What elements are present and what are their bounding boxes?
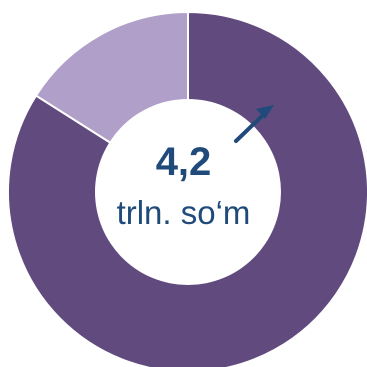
trend-arrow-icon bbox=[234, 105, 274, 143]
center-unit: trln. so‘m bbox=[116, 194, 251, 231]
donut-hole bbox=[95, 99, 281, 285]
donut-slice-1 bbox=[7, 10, 367, 367]
center-value: 4,2 bbox=[155, 140, 212, 184]
